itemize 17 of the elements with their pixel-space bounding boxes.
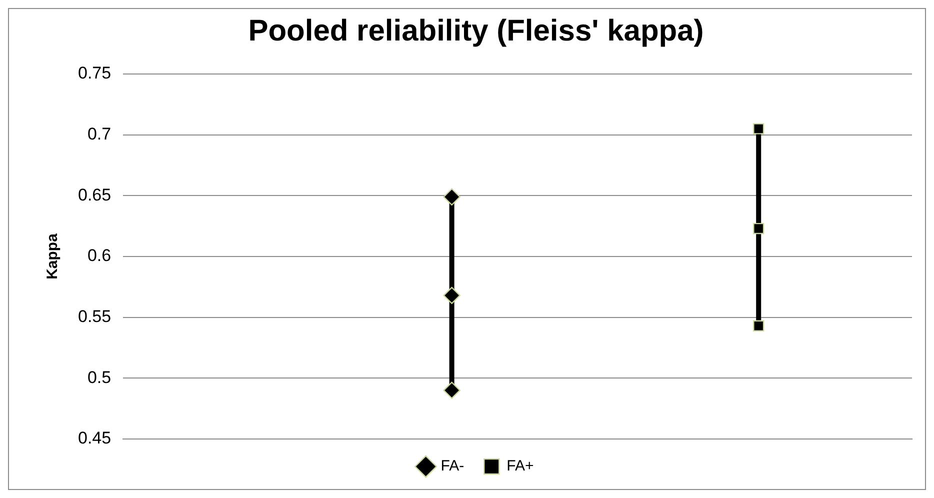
point [753,123,764,134]
chart-title: Pooled reliability (Fleiss' kappa) [248,14,704,48]
point [443,382,460,399]
legend-label: FA- [440,458,464,475]
point [753,222,764,234]
legend-label: FA+ [506,458,534,475]
y-tick-label: 0.65 [78,185,112,204]
y-tick-label: 0.6 [87,246,112,266]
y-tick-label: 0.7 [87,124,112,144]
y-tick-label: 0.45 [78,428,112,448]
y-axis-title: Kappa [44,232,62,280]
point [443,286,460,304]
y-tick-label: 0.5 [87,368,112,387]
y-tick-label: 0.75 [78,64,112,83]
y-tick-label: 0.55 [78,307,112,326]
point [753,320,764,332]
point [443,188,460,206]
